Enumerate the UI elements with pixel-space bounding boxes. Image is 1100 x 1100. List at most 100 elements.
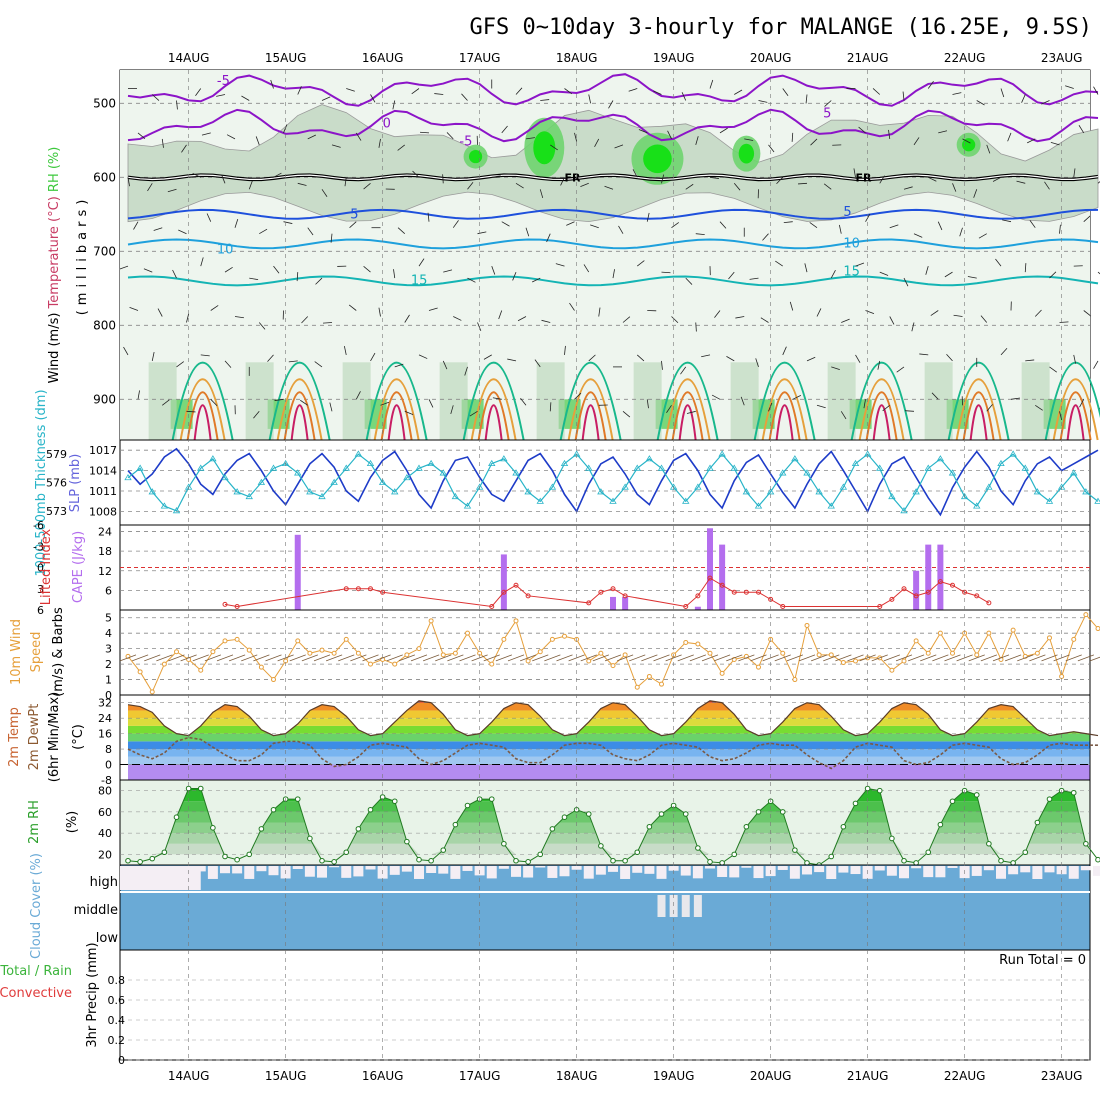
wind-barb: [632, 169, 638, 178]
wind-barb: [1010, 397, 1020, 400]
wind-barb: [614, 144, 624, 149]
wind-barb: [386, 654, 403, 662]
wind-barb: [1083, 310, 1092, 317]
cloud-high-gap: [923, 866, 934, 878]
cloud-level-label: middle: [74, 903, 118, 918]
wind-barb: [636, 354, 645, 362]
thickness-point: [827, 502, 835, 509]
wind-barb: [442, 174, 444, 184]
li-tick-label: -6: [33, 519, 44, 532]
temp-tick-label: 8: [105, 743, 112, 756]
cloud-high-gap: [947, 866, 958, 868]
thickness-point: [1009, 450, 1017, 457]
wind-barb: [153, 227, 163, 231]
wind-barb: [930, 310, 939, 316]
wind-speed-point: [974, 652, 980, 658]
wind-barb: [393, 269, 396, 279]
rh-point: [998, 857, 1004, 864]
wind-barb: [789, 301, 794, 311]
rh-tick-label: 20: [98, 848, 112, 861]
wind-frame: [119, 609, 1091, 696]
cloud-high-gap: [668, 866, 679, 871]
rh-low-grey-8: [924, 362, 953, 440]
temp-band: [128, 718, 1090, 726]
thickness-point: [609, 497, 617, 504]
rh-point: [258, 826, 265, 832]
wind-speed-point: [586, 658, 592, 664]
cloud-high-gap: [826, 866, 837, 879]
wind-barb: [927, 80, 934, 89]
rh-point: [889, 835, 895, 842]
wind-barb: [178, 229, 187, 235]
thickness-point: [512, 469, 520, 476]
wind-barb: [863, 399, 866, 409]
temp-arch-contour: [656, 361, 719, 441]
thickness-point: [682, 497, 690, 504]
wind-barb: [226, 134, 236, 140]
temp-arch-contour: [858, 378, 905, 441]
cloud-high-gap: [717, 866, 728, 877]
precip-panel: 0 0.2 0.4 0.6 0.8 Total / Rain Convective 3hr P…: [0, 942, 1091, 1067]
wind-barb: [428, 399, 434, 408]
wind-barb: [976, 100, 985, 106]
bottom-date-label: 14AUG: [168, 1069, 210, 1083]
lifted-index-point: [707, 575, 713, 581]
cloud-middle-gap: [657, 895, 666, 917]
temp-tick-label: 0: [105, 759, 112, 772]
cloud-high-gap: [317, 866, 327, 878]
wind-barb: [419, 131, 430, 134]
lifted-index-point: [610, 586, 616, 592]
wind-barb: [404, 314, 410, 323]
wind-barb: [847, 654, 864, 662]
thickness-point: [294, 469, 302, 476]
cloud-high-gap: [256, 866, 267, 872]
wind-barb: [241, 95, 250, 101]
temp-arch-contour: [1052, 378, 1099, 441]
wind-tick-label: 2: [105, 658, 112, 671]
wind-speed-point: [258, 664, 264, 670]
wind-barb: [709, 79, 714, 89]
wind-barb: [167, 188, 177, 193]
wind-speed-point: [828, 652, 834, 658]
temp-fill-group: [128, 700, 1090, 780]
wind-barb: [210, 399, 218, 407]
wind-barb: [216, 94, 226, 97]
wind-barb: [156, 654, 173, 662]
wind-barb: [259, 228, 268, 235]
wind-barb: [809, 222, 818, 229]
wind-barb: [959, 227, 963, 237]
wind-barb: [355, 391, 361, 400]
cloud-high-gap: [220, 866, 230, 874]
temp-arch-contour: [761, 378, 808, 441]
wind-barb: [307, 227, 314, 236]
cloud-high-gap: [741, 866, 752, 868]
wind-barb: [520, 397, 527, 406]
thickness-point: [124, 474, 132, 481]
wind-barb: [127, 177, 130, 187]
rh-point: [222, 853, 228, 860]
isotherm-label: 10: [843, 237, 860, 252]
thickness-point: [197, 464, 205, 471]
wind-speed-point: [719, 670, 725, 676]
wind-barb: [1017, 654, 1034, 662]
wind-barb: [410, 654, 428, 662]
wind-speed-point: [343, 636, 349, 642]
date-axis: 14AUG 14AUG 15AUG 15AUG 16AUG 16AUG 17AUG 17AUG…: [168, 51, 1083, 1083]
wind-barb: [422, 654, 440, 662]
wind-speed-point: [525, 658, 531, 664]
temp-arch-contour: [283, 391, 316, 441]
rh-point: [319, 857, 325, 864]
isotherm-10: [127, 238, 1099, 250]
cloud-high-gap: [389, 866, 400, 875]
temp-band: [128, 764, 1090, 780]
wind-barb: [695, 136, 699, 146]
rh-point: [634, 849, 641, 856]
wind-barb: [944, 271, 953, 278]
lifted-index-point: [901, 586, 907, 592]
cloud-high-gap: [438, 866, 449, 874]
wind-barb: [733, 183, 741, 191]
upper-ylabel-part: RH (%): [47, 147, 62, 192]
wind-barb: [608, 100, 614, 109]
wind-barb: [973, 189, 978, 198]
wind-speed-point: [331, 650, 337, 656]
